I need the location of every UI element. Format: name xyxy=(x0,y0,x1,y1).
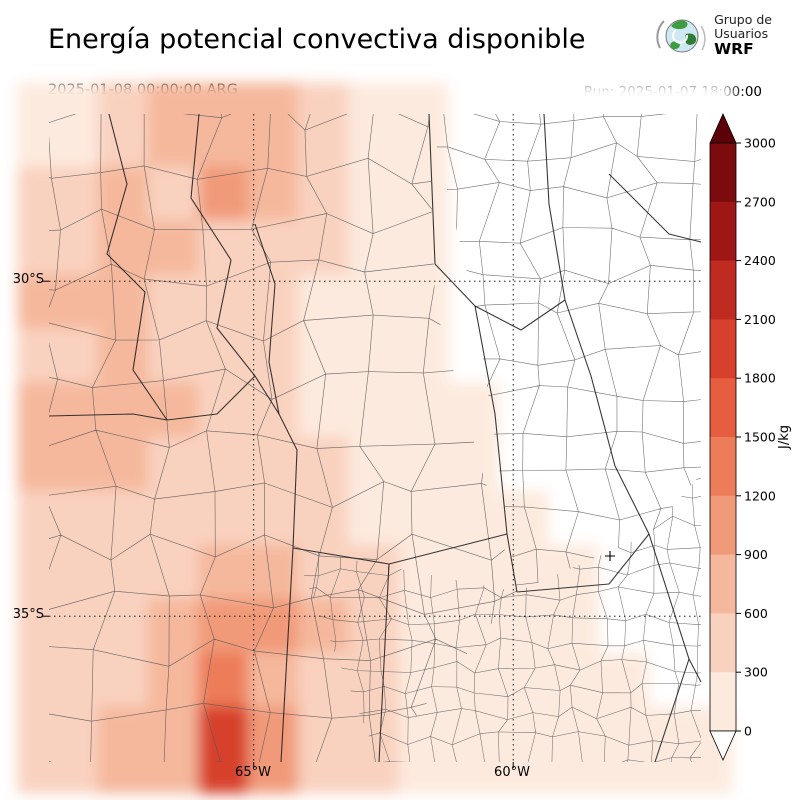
colorbar-band xyxy=(710,319,736,379)
province-boundary xyxy=(474,305,518,593)
province-boundary xyxy=(48,375,256,421)
colorbar-tick-label: 900 xyxy=(744,547,768,562)
province-boundary xyxy=(516,299,650,593)
colorbar-band xyxy=(710,201,736,262)
province-boundary xyxy=(280,547,294,763)
province-boundary xyxy=(106,113,168,421)
lat-tick-35s: 35°S xyxy=(12,607,44,622)
colorbar-band xyxy=(710,378,736,438)
wrf-logo: Grupo de Usuarios WRF xyxy=(655,12,772,60)
logo-line-1: Grupo de xyxy=(714,12,772,28)
lat-tick-30s: 30°S xyxy=(12,272,44,287)
page-title: Energía potencial convectiva disponible xyxy=(48,24,586,55)
colorbar-tick-label: 300 xyxy=(744,665,768,680)
colorbar-tick-label: 1500 xyxy=(744,430,776,445)
colorbar-band xyxy=(710,495,736,556)
department-boundaries xyxy=(293,474,701,762)
colorbar-over-arrow xyxy=(709,113,737,144)
cape-field-map xyxy=(17,82,733,794)
colorbar-tick-label: 0 xyxy=(744,724,752,739)
province-boundary xyxy=(254,223,298,549)
colorbar-band xyxy=(710,437,736,497)
cape-shaded-field xyxy=(17,82,733,794)
colorbar-tick-label: 2100 xyxy=(744,312,776,327)
province-boundary xyxy=(654,658,690,763)
province-boundary xyxy=(190,113,280,415)
map-area xyxy=(17,82,733,794)
lon-tick-65w: 65°W xyxy=(235,765,271,780)
colorbar-band xyxy=(710,260,736,320)
colorbar-tick-label: 3000 xyxy=(744,136,776,151)
colorbar-tick-label: 2700 xyxy=(744,194,776,209)
province-boundary xyxy=(428,113,566,331)
province-boundary xyxy=(608,173,702,243)
wrf-logo-text: Grupo de Usuarios WRF xyxy=(714,13,772,58)
logo-line-2: Usuarios xyxy=(714,26,769,42)
colorbar-tick-label: 1200 xyxy=(744,488,776,503)
logo-line-3: WRF xyxy=(714,40,754,59)
colorbar-tick-label: 2400 xyxy=(744,253,776,268)
province-boundary xyxy=(378,563,390,763)
colorbar-band xyxy=(710,613,736,673)
colorbar-under-arrow xyxy=(709,730,737,761)
colorbar-tick-label: 600 xyxy=(744,606,768,621)
colorbar-band xyxy=(710,672,736,732)
colorbar-band xyxy=(710,143,736,203)
colorbar: 30002700240021001800150012009006003000J/… xyxy=(709,113,792,761)
colorbar-tick-label: 1800 xyxy=(744,371,776,386)
colorbar-band xyxy=(710,554,736,614)
globe-icon xyxy=(656,19,706,53)
colorbar-units-label: J/kg xyxy=(777,425,792,450)
city-marker xyxy=(605,551,615,561)
lon-tick-60w: 60°W xyxy=(494,765,530,780)
